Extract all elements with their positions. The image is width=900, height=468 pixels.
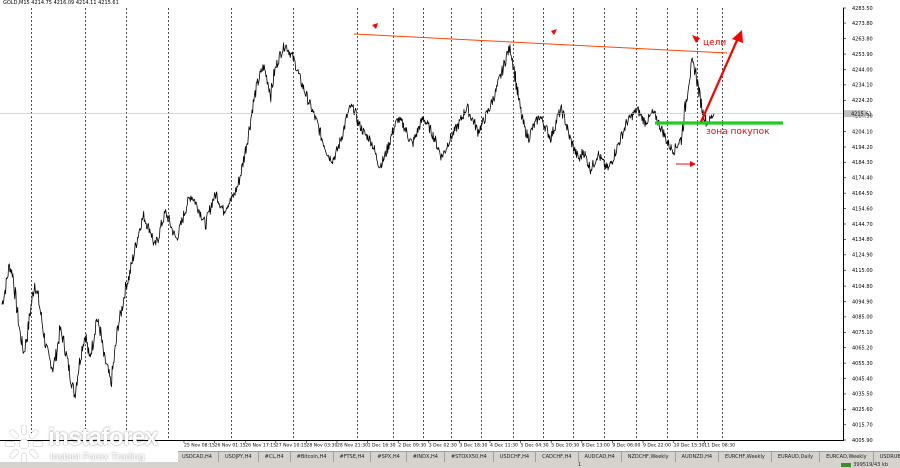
targets-label: цели (703, 38, 726, 48)
symbol-tab[interactable]: USDCAD,H4 (178, 452, 219, 463)
y-tick-label: 4224.20 (852, 98, 873, 104)
y-tick-label: 4015.70 (852, 423, 873, 429)
y-tick-label: 4075.10 (852, 330, 873, 336)
y-tick-label: 4234.10 (852, 83, 873, 89)
instaforex-logo: instaforex Instant Forex Trading (4, 424, 179, 464)
x-tick-label: 3 Dec 18:30 (459, 443, 487, 449)
y-tick-label: 4045.40 (852, 376, 873, 382)
symbol-tab[interactable]: EURAUD,Daily (772, 452, 821, 463)
logo-brand: instaforex (48, 424, 158, 451)
symbol-tab[interactable]: #CL,H4 (259, 452, 291, 463)
x-tick-label: 10 Dec 15:30 (674, 443, 705, 449)
y-tick-label: 4134.80 (852, 237, 873, 243)
y-tick-label: 4124.90 (852, 253, 873, 259)
symbol-info: GOLD,M15 4214.75 4216.09 4214.11 4215.61 (3, 0, 119, 6)
symbol-tab[interactable]: EURCAD,Weekly (820, 452, 874, 463)
x-tick-label: 25 Nov 08:15 (184, 443, 215, 449)
logo-mark-icon (4, 424, 44, 464)
peak-marker-icon (372, 23, 378, 29)
symbol-tab[interactable]: #INDX,H4 (407, 452, 445, 463)
symbol-tab[interactable]: NZDCHF,Weekly (622, 452, 676, 463)
y-tick-label: 4035.50 (852, 392, 873, 398)
y-tick-label: 4094.90 (852, 299, 873, 305)
symbol-tab[interactable]: AUDCAD,H4 (579, 452, 622, 463)
peak-marker-icon (692, 35, 700, 43)
y-tick-label: 4085.00 (852, 315, 873, 321)
price-series-line (1, 42, 715, 399)
y-tick-label: 4055.30 (852, 361, 873, 367)
y-tick-label: 4184.30 (852, 160, 873, 166)
connection-icon (841, 462, 852, 467)
symbol-tab[interactable]: USDRUB,Daily (874, 452, 900, 463)
symbol-tab[interactable]: AUDNZD,H4 (676, 452, 720, 463)
x-tick-label: 27 Nov 10:15 (276, 443, 307, 449)
connection-status: 399519/43 kb (841, 462, 888, 468)
x-tick-label: 9 Dec 06:00 (612, 443, 640, 449)
current-price-tag (844, 110, 866, 118)
x-tick-label: 5 Dec 04:30 (521, 443, 549, 449)
target-arrow-shaft (699, 37, 740, 123)
x-tick-label: 2 Dec 09:30 (398, 443, 426, 449)
x-tick-label: 3 Dec 02:30 (429, 443, 457, 449)
y-tick-label: 4283.50 (852, 6, 873, 12)
connection-text: 399519/43 kb (853, 462, 888, 468)
peak-marker-icon (551, 29, 557, 35)
y-tick-label: 4154.60 (852, 206, 873, 212)
x-tick-label: 28 Nov 21:30 (337, 443, 368, 449)
x-tick-label: 9 Dec 22:00 (643, 443, 671, 449)
y-tick-label: 4144.70 (852, 222, 873, 228)
symbol-tab[interactable]: EURCHF,Weekly (719, 452, 772, 463)
symbol-tab[interactable]: #Bitcoin,H4 (291, 452, 334, 463)
symbol-tab[interactable]: #STOXX50,H4 (445, 452, 494, 463)
x-tick-label: 5 Dec 20:30 (551, 443, 579, 449)
status-number: 1 (578, 462, 582, 468)
y-tick-label: 4204.10 (852, 129, 873, 135)
y-tick-label: 4174.40 (852, 176, 873, 182)
symbol-tabs: USDCAD,H4 USDJPY,H4 #CL,H4 #Bitcoin,H4 #FTSE… (178, 451, 900, 463)
y-tick-label: 4273.80 (852, 21, 873, 27)
buy-zone-label: зона покупок (706, 127, 770, 137)
x-tick-label: 1 Dec 16:30 (368, 443, 396, 449)
symbol-tab[interactable]: USDCHF,H4 (494, 452, 537, 463)
symbol-tab[interactable]: #SPX,H4 (371, 452, 407, 463)
y-tick-label: 4115.00 (852, 268, 873, 274)
y-tick-label: 4194.20 (852, 145, 873, 151)
y-tick-label: 4244.00 (852, 67, 873, 73)
current-price-label: 4215.61 (851, 111, 872, 117)
status-bar: 1 399519/43 kb (0, 462, 900, 468)
x-tick-label: 4 Dec 11:30 (490, 443, 518, 449)
price-chart[interactable]: 4283.50 4273.80 4263.80 4253.90 4244.00 4234.… (0, 0, 900, 451)
symbol-tab[interactable]: USDJPY,H4 (219, 452, 259, 463)
y-tick-label: 4025.60 (852, 407, 873, 413)
y-tick-label: 4065.20 (852, 346, 873, 352)
x-tick-label: 28 Nov 03:30 (306, 443, 337, 449)
logo-tagline: Instant Forex Trading (50, 452, 145, 463)
target-arrowhead-icon (732, 30, 743, 43)
x-tick-label: 8 Dec 13:00 (582, 443, 610, 449)
y-tick-label: 4104.80 (852, 284, 873, 290)
resistance-trendline[interactable] (353, 33, 728, 54)
x-tick-label: 26 Nov 01:15 (215, 443, 246, 449)
y-tick-label: 4263.80 (852, 36, 873, 42)
y-tick-label: 4253.90 (852, 52, 873, 58)
x-tick-label: 26 Nov 17:15 (245, 443, 276, 449)
y-tick-label: 4164.50 (852, 191, 873, 197)
y-tick-label: 4005.90 (852, 438, 873, 444)
x-tick-label: 11 Dec 08:30 (704, 443, 735, 449)
symbol-tab[interactable]: #FTSE,H4 (334, 452, 372, 463)
low-marker-icon (690, 161, 696, 167)
symbol-tab[interactable]: CADCHF,H4 (536, 452, 579, 463)
